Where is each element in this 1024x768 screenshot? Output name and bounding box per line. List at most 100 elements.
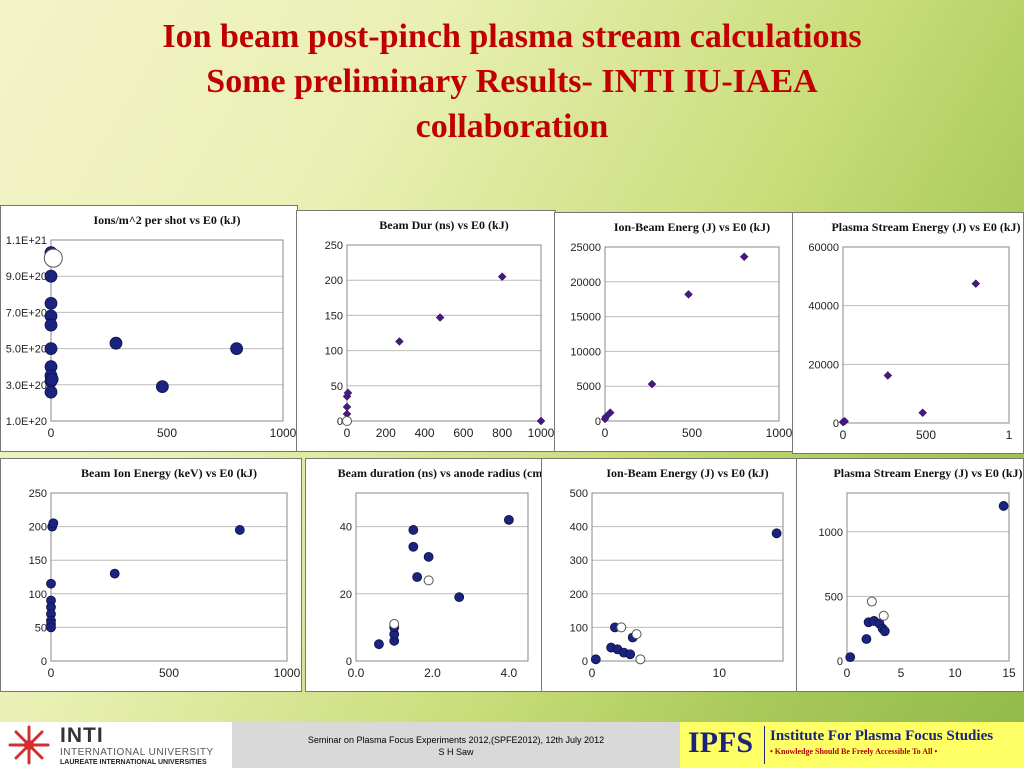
- x-tick-label: 1: [1006, 428, 1013, 442]
- data-point: [44, 296, 58, 310]
- data-point: [883, 371, 893, 380]
- chart-title: Beam Dur (ns) vs E0 (kJ): [379, 218, 508, 232]
- data-point: [45, 372, 59, 386]
- data-point: [684, 289, 693, 299]
- chart-title: Ions/m^2 per shot vs E0 (kJ): [93, 213, 240, 227]
- y-tick-label: 1000: [819, 527, 843, 539]
- slide-title-line2: Some preliminary Results- INTI IU-IAEA: [206, 63, 818, 100]
- x-tick-label: 0: [589, 666, 596, 680]
- data-point: [503, 514, 514, 525]
- open-data-point: [342, 416, 352, 426]
- chart-svg-c8: Plasma Stream Energy (J) vs E0 (kJ)10005…: [819, 466, 1023, 680]
- y-tick-label: 5.0E+20: [6, 344, 47, 356]
- open-data-point: [635, 654, 646, 665]
- data-point: [605, 408, 615, 418]
- y-tick-label: 60000: [808, 242, 839, 254]
- chart-plasma-stream-energy-vs-e0: Plasma Stream Energy (J) vs E0 (kJ) 60000…: [792, 212, 1024, 454]
- chart-beam-duration-vs-anode-radius: Beam duration (ns) vs anode radius (cm) 4…: [305, 458, 543, 692]
- ipfs-logo: IPFS: [688, 726, 754, 759]
- x-tick-label: 0: [48, 666, 55, 680]
- data-point: [46, 622, 56, 633]
- chart-beam-duration-vs-e0: Beam Dur (ns) vs E0 (kJ) 250 200 150 100 50 0 0…: [296, 210, 556, 452]
- x-tick-label: 1000: [270, 426, 297, 440]
- plot-area: [50, 239, 284, 422]
- y-tick-label: 40000: [808, 301, 839, 313]
- chart-title: Plasma Stream Energy (J) vs E0 (kJ): [831, 220, 1020, 234]
- chart-svg-c4: Plasma Stream Energy (J) vs E0 (kJ) 60000…: [808, 220, 1020, 442]
- data-point: [44, 342, 58, 356]
- y-tick-label: 200: [325, 275, 343, 287]
- chart-beam-ion-energy-vs-e0: Beam Ion Energy (keV) vs E0 (kJ) 250 200 15…: [0, 458, 302, 692]
- plot-area: [355, 492, 529, 662]
- y-tick-label: 50: [35, 622, 47, 634]
- y-tick-label: 0: [346, 656, 352, 668]
- y-tick-label: 250: [325, 240, 343, 252]
- open-data-point: [389, 619, 400, 630]
- y-tick-label: 15000: [570, 312, 601, 324]
- data-point: [601, 412, 611, 422]
- chart-svg-c1: Ions/m^2 per shot vs E0 (kJ) 1.1E+21 9.0E+…: [6, 213, 297, 440]
- data-point: [918, 408, 928, 418]
- inti-name: INTI: [60, 724, 104, 747]
- data-point: [395, 337, 404, 346]
- x-tick-label: 0: [602, 426, 609, 440]
- plot-area: [846, 492, 1010, 662]
- x-tick-label: 0: [344, 426, 351, 440]
- data-point: [971, 279, 981, 289]
- chart-svg-c5: Beam Ion Energy (keV) vs E0 (kJ) 250 200 15…: [29, 466, 301, 680]
- y-tick-label: 400: [570, 522, 588, 534]
- x-tick-label: 800: [492, 426, 512, 440]
- chart-svg-c2: Beam Dur (ns) vs E0 (kJ) 250 200 150 100 50 00…: [325, 218, 555, 440]
- chart-svg-c3: Ion-Beam Energ (J) vs E0 (kJ) 25000 20000 1…: [570, 220, 792, 440]
- y-tick-label: 0: [582, 656, 588, 668]
- y-tick-label: 50: [331, 381, 343, 393]
- chart-title: Beam Ion Energy (keV) vs E0 (kJ): [81, 466, 257, 480]
- open-data-point: [866, 596, 877, 607]
- data-point: [48, 518, 59, 529]
- inti-burst-icon: [8, 725, 50, 765]
- data-point: [109, 336, 123, 350]
- x-tick-label: 5: [898, 666, 905, 680]
- data-point: [536, 416, 546, 426]
- y-tick-label: 150: [29, 555, 47, 567]
- x-tick-label: 0: [840, 428, 847, 442]
- x-tick-label: 10: [948, 666, 962, 680]
- ipfs-divider: [764, 726, 765, 764]
- chart-ions-per-shot: Ions/m^2 per shot vs E0 (kJ) 1.1E+21 9.0E+…: [0, 205, 298, 452]
- y-tick-label: 150: [325, 310, 343, 322]
- chart-title: Beam duration (ns) vs anode radius (cm): [338, 466, 542, 480]
- seminar-caption: Seminar on Plasma Focus Experiments 2012…: [232, 722, 680, 768]
- y-tick-label: 500: [570, 488, 588, 500]
- chart-svg-c6: Beam duration (ns) vs anode radius (cm) 4…: [338, 466, 542, 680]
- x-tick-label: 200: [376, 426, 396, 440]
- open-data-point: [43, 248, 63, 268]
- data-point: [44, 318, 58, 332]
- y-tick-label: 7.0E+20: [6, 307, 47, 319]
- data-point: [234, 525, 245, 535]
- y-tick-label: 9.0E+20: [6, 271, 47, 283]
- slide-title: Ion beam post-pinch plasma stream calcul…: [0, 14, 1024, 149]
- plot-area: [842, 246, 1010, 424]
- y-tick-label: 0: [837, 656, 843, 668]
- open-data-point: [423, 575, 434, 586]
- data-point: [879, 626, 890, 637]
- data-point: [647, 379, 657, 389]
- x-tick-label: 500: [157, 426, 177, 440]
- data-point: [840, 416, 850, 426]
- y-tick-label: 0: [833, 418, 839, 430]
- y-tick-label: 250: [29, 488, 47, 500]
- data-point: [374, 639, 384, 650]
- data-point: [408, 541, 419, 552]
- open-data-point: [616, 622, 627, 633]
- chart-svg-c7: Ion-Beam Energy (J) vs E0 (kJ) 500 400 300 2…: [570, 466, 784, 680]
- y-tick-label: 100: [570, 622, 588, 634]
- data-point: [412, 572, 423, 582]
- data-point: [44, 385, 58, 399]
- ipfs-institute-name: Institute For Plasma Focus Studies: [770, 728, 994, 744]
- data-point: [408, 525, 419, 535]
- inti-subtitle: INTERNATIONAL UNIVERSITY: [60, 747, 214, 758]
- y-tick-label: 40: [340, 522, 352, 534]
- inti-logo-block: INTI INTERNATIONAL UNIVERSITY LAUREATE I…: [0, 722, 232, 768]
- x-tick-label: 500: [159, 666, 179, 680]
- x-tick-label: 2.0: [424, 666, 441, 680]
